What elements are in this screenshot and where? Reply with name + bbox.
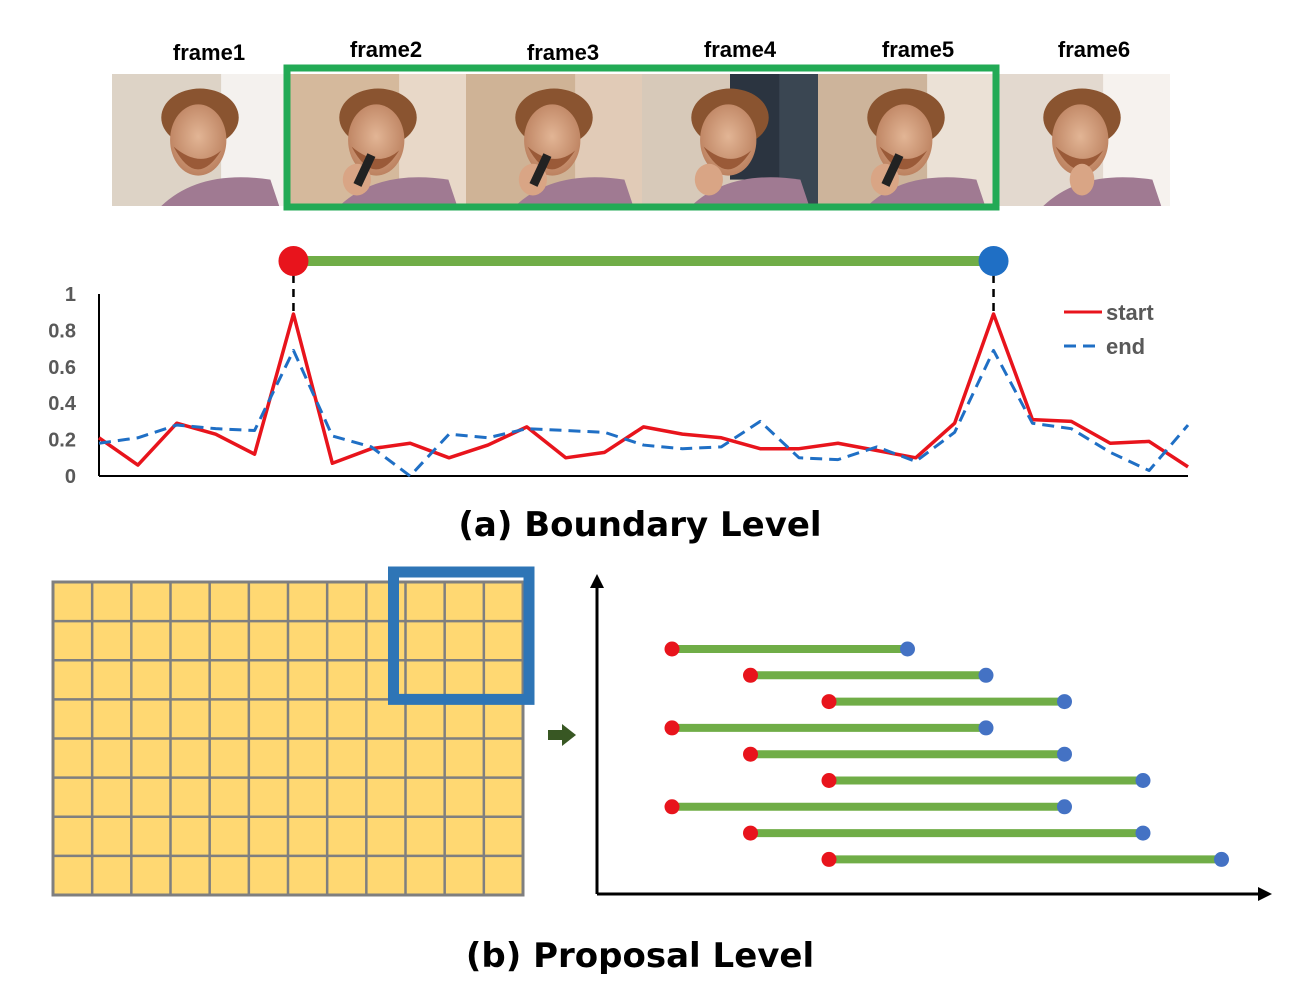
video-frames bbox=[112, 74, 1170, 206]
legend: start end bbox=[1064, 300, 1154, 359]
proposal-start-dot bbox=[821, 773, 837, 788]
y-tick-label: 0.6 bbox=[48, 357, 76, 379]
frame-label: frame4 bbox=[704, 37, 777, 62]
proposal bbox=[664, 720, 994, 736]
caption-boundary-level: (a) Boundary Level bbox=[458, 505, 821, 545]
proposal-plot bbox=[590, 574, 1272, 901]
proposal-start-dot bbox=[821, 694, 837, 710]
proposal bbox=[821, 851, 1229, 867]
frame-labels: frame1 frame2 frame3 frame4 frame5 frame6 bbox=[173, 37, 1130, 65]
video-frame bbox=[818, 74, 994, 206]
frame-label: frame2 bbox=[350, 37, 422, 62]
start-boundary-dot bbox=[278, 246, 309, 276]
proposal-start-dot bbox=[664, 641, 680, 657]
end-boundary-dot bbox=[978, 246, 1009, 276]
proposal-start-dot bbox=[743, 746, 758, 762]
frame-label: frame1 bbox=[173, 40, 245, 65]
proposal bbox=[743, 825, 1151, 841]
video-frame bbox=[642, 74, 818, 206]
proposal-end-dot bbox=[1135, 773, 1151, 788]
proposal bbox=[743, 667, 994, 683]
x-axis-arrow-icon bbox=[1258, 887, 1272, 901]
ground-truth-box bbox=[283, 64, 1000, 211]
proposal-end-dot bbox=[978, 720, 994, 736]
proposal bbox=[664, 799, 1072, 815]
series-line-start bbox=[97, 312, 1189, 469]
proposal-end-dot bbox=[978, 667, 994, 683]
proposal-end-dot bbox=[900, 641, 915, 657]
frame-label: frame3 bbox=[527, 40, 599, 65]
proposal bbox=[821, 773, 1151, 788]
legend-label-end: end bbox=[1106, 334, 1145, 359]
proposal-start-dot bbox=[743, 825, 758, 841]
proposal-start-dot bbox=[664, 799, 680, 815]
sliding-window-box bbox=[388, 566, 535, 705]
proposal-end-dot bbox=[1057, 694, 1072, 710]
proposal-end-dot bbox=[1057, 799, 1072, 815]
proposal-end-dot bbox=[1057, 746, 1072, 762]
y-tick-label: 0.4 bbox=[48, 393, 77, 415]
y-tick-label: 0 bbox=[65, 466, 76, 488]
frame-label: frame5 bbox=[882, 37, 954, 62]
frame-label: frame6 bbox=[1058, 37, 1130, 62]
right-arrow-icon bbox=[548, 724, 576, 746]
proposal-end-dot bbox=[1135, 825, 1151, 841]
proposal bbox=[821, 694, 1072, 710]
caption-proposal-level: (b) Proposal Level bbox=[466, 936, 814, 976]
y-tick-label: 1 bbox=[65, 284, 76, 306]
y-tick-label: 0.8 bbox=[48, 320, 76, 342]
proposal-start-dot bbox=[664, 720, 680, 736]
proposal-start-dot bbox=[743, 667, 758, 683]
proposal-start-dot bbox=[821, 851, 837, 867]
proposal bbox=[664, 641, 915, 657]
video-frame bbox=[290, 74, 466, 206]
video-frame bbox=[994, 74, 1170, 206]
boundary-chart: 0 0.2 0.4 0.6 0.8 1 start end bbox=[48, 246, 1190, 488]
legend-label-start: start bbox=[1106, 300, 1154, 325]
video-frame bbox=[466, 74, 642, 206]
boundary-matching-grid bbox=[51, 566, 535, 897]
video-frame bbox=[112, 74, 288, 206]
proposal-end-dot bbox=[1214, 851, 1229, 867]
y-axis-arrow-icon bbox=[590, 574, 604, 588]
series-line-end bbox=[98, 348, 1190, 478]
y-tick-label: 0.2 bbox=[48, 430, 76, 452]
proposal bbox=[743, 746, 1072, 762]
